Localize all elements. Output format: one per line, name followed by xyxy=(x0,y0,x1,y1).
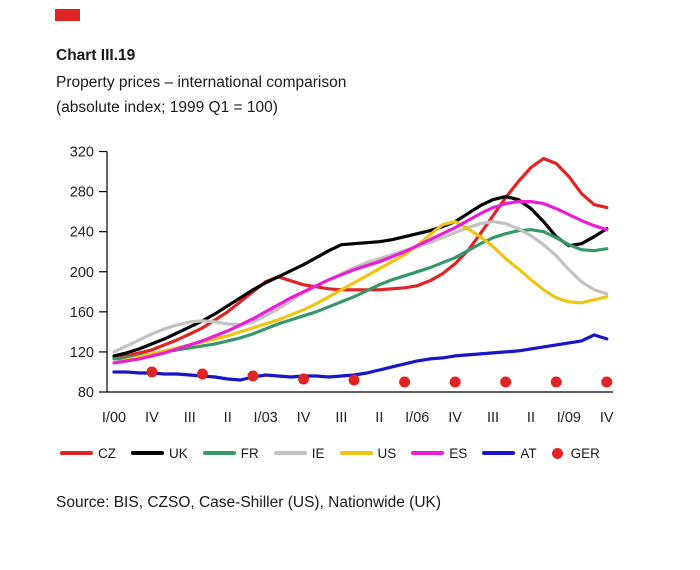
legend-label-us: US xyxy=(377,445,397,461)
x-axis-label: I/03 xyxy=(254,410,278,426)
legend-item-ie: IE xyxy=(273,445,325,461)
y-axis-label: 160 xyxy=(70,305,94,321)
y-axis-label: 280 xyxy=(70,185,94,201)
ger-dot xyxy=(399,376,411,388)
legend-label-cz: CZ xyxy=(98,445,116,461)
ger-dot xyxy=(348,374,360,386)
x-axis-label: IV xyxy=(448,410,462,426)
y-axis-label: 320 xyxy=(70,145,94,161)
legend-item-ger: GER xyxy=(551,445,600,461)
x-axis-label: II xyxy=(375,410,383,426)
chart-number: Chart III.19 xyxy=(56,47,136,64)
series-line-uk xyxy=(112,195,609,358)
series-line-ie xyxy=(112,220,609,354)
legend-item-us: US xyxy=(339,445,397,461)
legend-item-uk: UK xyxy=(131,446,188,461)
chart-title: Property prices – international comparis… xyxy=(56,74,347,91)
x-axis-label: I/09 xyxy=(557,410,581,426)
legend-label-ger: GER xyxy=(570,445,600,461)
x-axis-label: I/00 xyxy=(102,410,126,426)
legend-item-cz: CZ xyxy=(60,446,116,461)
legend-line-marker-es xyxy=(411,451,445,455)
ger-dot xyxy=(550,376,562,388)
ger-dot xyxy=(298,373,310,385)
legend-line-marker-cz xyxy=(60,451,93,455)
chart-unit-note: (absolute index; 1999 Q1 = 100) xyxy=(56,99,278,116)
x-axis-label: IV xyxy=(145,410,159,426)
legend-line-marker-at xyxy=(482,451,516,455)
legend-line-marker-fr xyxy=(202,451,236,455)
legend-dot-marker-ger xyxy=(551,447,563,459)
legend-line-marker-uk xyxy=(131,451,164,455)
series-line-fr xyxy=(112,228,609,361)
ger-dot xyxy=(601,376,613,388)
y-axis-label: 80 xyxy=(78,385,94,401)
legend-item-es: ES xyxy=(411,446,467,461)
legend-item-at: AT xyxy=(482,445,537,461)
legend-line-marker-us xyxy=(339,451,373,455)
axis-lines xyxy=(106,151,613,393)
ger-dot xyxy=(500,376,512,388)
x-axis-label: III xyxy=(184,410,196,426)
legend-label-fr: FR xyxy=(240,445,259,461)
x-axis-label: III xyxy=(335,410,347,426)
x-axis-label: II xyxy=(224,410,232,426)
y-axis-label: 120 xyxy=(70,345,94,361)
x-axis-label: III xyxy=(487,410,499,426)
x-axis-label: II xyxy=(527,410,535,426)
page-corner-red-block xyxy=(55,9,80,21)
x-axis-label: IV xyxy=(600,410,614,426)
chart-legend: CZ UK FR IE US ES AT GER xyxy=(60,443,600,463)
legend-line-marker-ie xyxy=(273,451,307,455)
legend-item-fr: FR xyxy=(202,445,259,461)
ger-dot xyxy=(449,376,461,388)
ger-dot xyxy=(196,368,208,380)
legend-label-uk: UK xyxy=(169,445,188,461)
y-axis-label: 200 xyxy=(70,265,94,281)
legend-label-at: AT xyxy=(520,445,537,461)
series-line-cz xyxy=(112,156,609,360)
y-axis-label: 240 xyxy=(70,225,94,241)
series-line-at xyxy=(112,333,609,382)
legend-label-ie: IE xyxy=(311,445,325,461)
legend-label-es: ES xyxy=(449,445,468,461)
x-axis-label: I/06 xyxy=(405,410,429,426)
ger-dot xyxy=(146,366,158,378)
series-line-es xyxy=(112,200,609,365)
x-axis-label: IV xyxy=(297,410,311,426)
ger-dot xyxy=(247,370,259,382)
source-note: Source: BIS, CZSO, Case-Shiller (US), Na… xyxy=(56,494,442,511)
